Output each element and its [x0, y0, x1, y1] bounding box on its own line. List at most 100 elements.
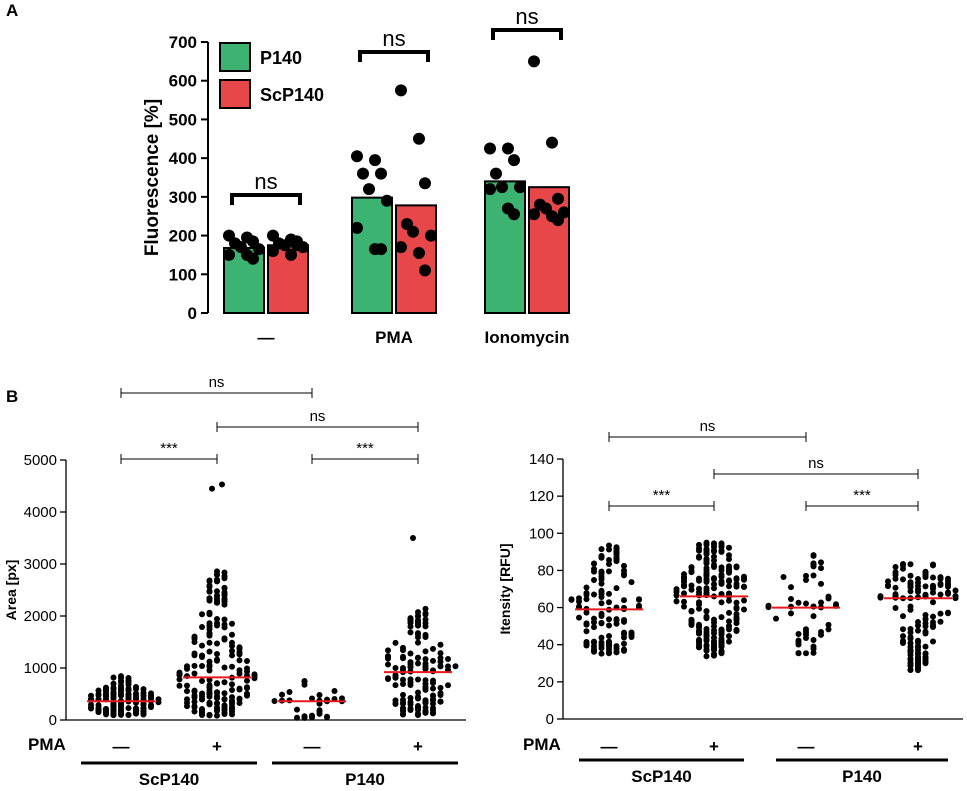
data-point	[229, 620, 235, 627]
data-point	[125, 705, 132, 712]
data-point	[437, 690, 444, 697]
data-point	[688, 607, 695, 614]
data-point	[696, 605, 702, 612]
data-point	[437, 641, 444, 648]
data-point	[741, 575, 747, 582]
data-point	[514, 181, 526, 194]
data-point	[718, 564, 725, 571]
data-point	[788, 610, 794, 617]
data-point	[613, 551, 620, 558]
row-label-pma: PMA	[523, 735, 561, 754]
data-point	[236, 670, 243, 677]
data-point	[422, 634, 429, 641]
data-point	[214, 599, 220, 606]
data-point	[214, 615, 220, 622]
data-point	[199, 611, 205, 618]
data-point	[191, 633, 198, 640]
data-point	[103, 687, 109, 694]
data-point	[818, 631, 824, 638]
data-point	[244, 665, 250, 672]
data-point	[294, 706, 300, 713]
data-point	[773, 615, 779, 622]
data-point	[907, 629, 914, 636]
data-point	[221, 696, 228, 703]
data-point	[718, 580, 725, 587]
data-point	[907, 635, 914, 642]
data-point	[422, 708, 429, 715]
data-point	[803, 600, 809, 607]
data-point	[125, 687, 132, 694]
data-point	[415, 689, 421, 696]
data-point	[148, 702, 154, 709]
data-point	[415, 660, 421, 667]
data-point	[375, 243, 387, 256]
y-tick-label: 400	[169, 149, 197, 168]
data-point	[425, 229, 437, 242]
data-point	[199, 711, 205, 718]
data-point	[508, 154, 520, 167]
data-point	[400, 681, 406, 688]
data-point	[576, 614, 582, 621]
data-point	[437, 663, 444, 670]
data-point	[892, 563, 899, 570]
data-point	[892, 575, 899, 582]
data-point	[803, 634, 809, 641]
data-point	[407, 650, 414, 657]
data-point	[206, 676, 213, 683]
panel-label-b: B	[6, 387, 18, 406]
data-point	[437, 650, 444, 657]
comparison-bracket-label: ***	[853, 487, 871, 504]
y-tick-label: 5000	[24, 452, 57, 469]
data-point	[696, 644, 702, 651]
data-point	[221, 679, 228, 686]
data-point	[309, 714, 315, 721]
y-tick-label: 0	[49, 712, 57, 729]
data-point	[711, 585, 717, 592]
y-tick-label: 4000	[24, 504, 57, 521]
data-point	[696, 624, 702, 631]
data-point	[673, 598, 680, 605]
data-point	[422, 605, 429, 612]
data-point	[400, 665, 406, 672]
data-point	[279, 239, 291, 252]
data-point	[598, 588, 605, 595]
data-point	[818, 599, 824, 606]
data-point	[301, 713, 308, 720]
data-point	[795, 641, 802, 648]
data-point	[718, 614, 725, 621]
data-point	[415, 622, 421, 629]
data-point	[885, 583, 891, 590]
data-point	[591, 560, 597, 567]
data-point	[221, 664, 228, 671]
data-point	[583, 609, 590, 616]
data-point	[351, 221, 363, 234]
data-point	[199, 696, 205, 703]
panel-label-a: A	[6, 1, 18, 20]
data-point	[803, 650, 809, 657]
data-point	[583, 642, 590, 649]
data-point	[229, 631, 235, 638]
significance-bracket-label: ns	[254, 169, 277, 194]
data-point	[628, 579, 635, 586]
data-point	[214, 689, 220, 696]
data-point	[392, 674, 399, 681]
data-point	[422, 620, 429, 627]
y-tick-label: 0	[188, 304, 197, 323]
data-point	[810, 613, 817, 620]
legend-swatch-scp140	[219, 79, 251, 109]
condition-label: —	[798, 737, 815, 756]
data-point	[810, 552, 817, 559]
data-point	[907, 583, 914, 590]
data-point	[780, 573, 787, 580]
data-point	[726, 609, 732, 616]
data-point	[922, 611, 929, 618]
data-point	[711, 575, 717, 582]
comparison-bracket	[713, 469, 919, 479]
data-point	[206, 712, 213, 719]
data-point	[214, 588, 220, 595]
data-point	[206, 630, 213, 637]
data-point	[810, 572, 817, 579]
comparison-bracket-label: ns	[310, 408, 326, 425]
data-point	[445, 682, 451, 689]
data-point	[900, 613, 906, 620]
